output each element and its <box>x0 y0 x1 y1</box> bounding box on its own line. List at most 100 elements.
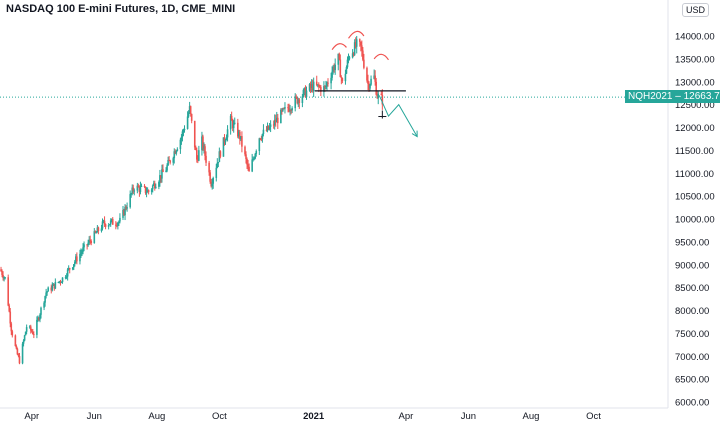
candle-body <box>166 165 168 171</box>
candle-body <box>252 158 254 160</box>
candle-body <box>139 186 142 192</box>
currency-button[interactable]: USD <box>682 3 710 17</box>
candle-body <box>189 106 192 114</box>
candle-body <box>197 159 199 161</box>
candle-body <box>274 119 277 123</box>
candle-body <box>82 247 84 252</box>
candle-body <box>104 224 107 227</box>
annotations-layer <box>314 30 418 138</box>
candle-body <box>217 162 220 164</box>
candle-body <box>215 167 218 178</box>
candle-body <box>115 224 117 226</box>
time-tick-label: Apr <box>399 411 414 422</box>
candle-body <box>167 159 169 166</box>
candle-body <box>240 136 242 140</box>
candle-body <box>117 222 119 226</box>
candle-body <box>317 84 320 87</box>
candle-body <box>302 89 305 97</box>
candle-body <box>330 77 332 84</box>
candle-body <box>331 71 333 78</box>
candle-body <box>136 185 139 191</box>
candle-body <box>348 57 351 59</box>
candle-body <box>226 129 229 138</box>
candle-body <box>241 136 243 147</box>
candle-body <box>374 75 376 82</box>
candle-body <box>298 99 301 103</box>
candle-body <box>158 182 160 187</box>
candle-body <box>246 159 248 165</box>
candle-body <box>303 87 306 90</box>
candle-body <box>102 220 105 222</box>
candle-body <box>251 159 253 172</box>
candle-body <box>208 162 210 173</box>
projection-path[interactable] <box>378 95 418 137</box>
candle-body <box>53 283 56 289</box>
projection-arrowhead <box>411 130 418 138</box>
candle-body <box>309 84 312 88</box>
candle-body <box>66 269 69 277</box>
candle-body <box>347 58 350 60</box>
candle-body <box>9 311 12 324</box>
candle-body <box>65 276 68 278</box>
candle-body <box>131 187 134 194</box>
symbol-label: NQH2021 <box>628 91 673 102</box>
candle-body <box>272 124 275 126</box>
candle-body <box>83 244 85 248</box>
candle-body <box>338 53 341 60</box>
candle-body <box>153 183 156 189</box>
price-tick-label: 11500.00 <box>675 146 714 157</box>
candle-body <box>147 190 150 192</box>
candle-body <box>291 108 293 111</box>
candle-body <box>116 225 118 227</box>
candle-body <box>311 84 314 91</box>
price-tick-label: 11000.00 <box>675 169 714 180</box>
candle-body <box>247 164 249 167</box>
price-tick-label: 9500.00 <box>675 237 709 248</box>
candle-body <box>122 209 124 218</box>
candle-body <box>174 151 177 154</box>
candle-body <box>295 96 298 98</box>
candle-body <box>325 85 327 87</box>
candle-body <box>111 218 114 225</box>
candle-body <box>376 94 379 99</box>
pattern-arc-right-shoulder[interactable] <box>373 53 389 61</box>
price-axis[interactable]: 14000.00 13500.00 13000.00 12500.00 12000.00… <box>675 32 715 409</box>
candle-body <box>259 138 262 140</box>
candle-body <box>51 285 54 291</box>
candle-body <box>179 139 182 150</box>
candle-body <box>233 122 236 124</box>
time-tick-label: 2021 <box>303 411 325 422</box>
time-tick-label: Jun <box>461 411 476 422</box>
candle-body <box>305 90 308 98</box>
candle-body <box>29 326 32 331</box>
time-axis[interactable]: Apr Jun Aug Oct 2021 Apr Jun Aug Oct <box>24 411 601 422</box>
candle-body <box>346 59 349 68</box>
candle-body <box>244 146 246 155</box>
candle-body <box>57 281 60 283</box>
candle-body <box>268 126 271 130</box>
candle-body <box>68 268 71 270</box>
candle-body <box>276 117 279 124</box>
candle-body <box>172 158 175 163</box>
candle-body <box>320 86 322 92</box>
candle-body <box>319 86 321 88</box>
candle-body <box>37 317 39 320</box>
candle-body <box>198 150 200 161</box>
candle-body <box>324 86 326 88</box>
candle-body <box>254 153 257 159</box>
pattern-arc-head[interactable] <box>348 30 365 39</box>
candle-body <box>308 84 311 91</box>
candle-body <box>326 82 328 86</box>
price-tick-label: 8500.00 <box>675 283 709 294</box>
pattern-arc-left-shoulder[interactable] <box>331 43 347 51</box>
candle-body <box>168 159 170 161</box>
candle-body <box>3 277 5 279</box>
candle-body <box>355 39 358 47</box>
candle-body <box>262 129 265 135</box>
candle-body <box>18 356 21 364</box>
candle-body <box>162 169 164 173</box>
price-tick-label: 9000.00 <box>675 260 709 271</box>
candle-body <box>341 78 344 82</box>
candle-body <box>203 146 205 149</box>
